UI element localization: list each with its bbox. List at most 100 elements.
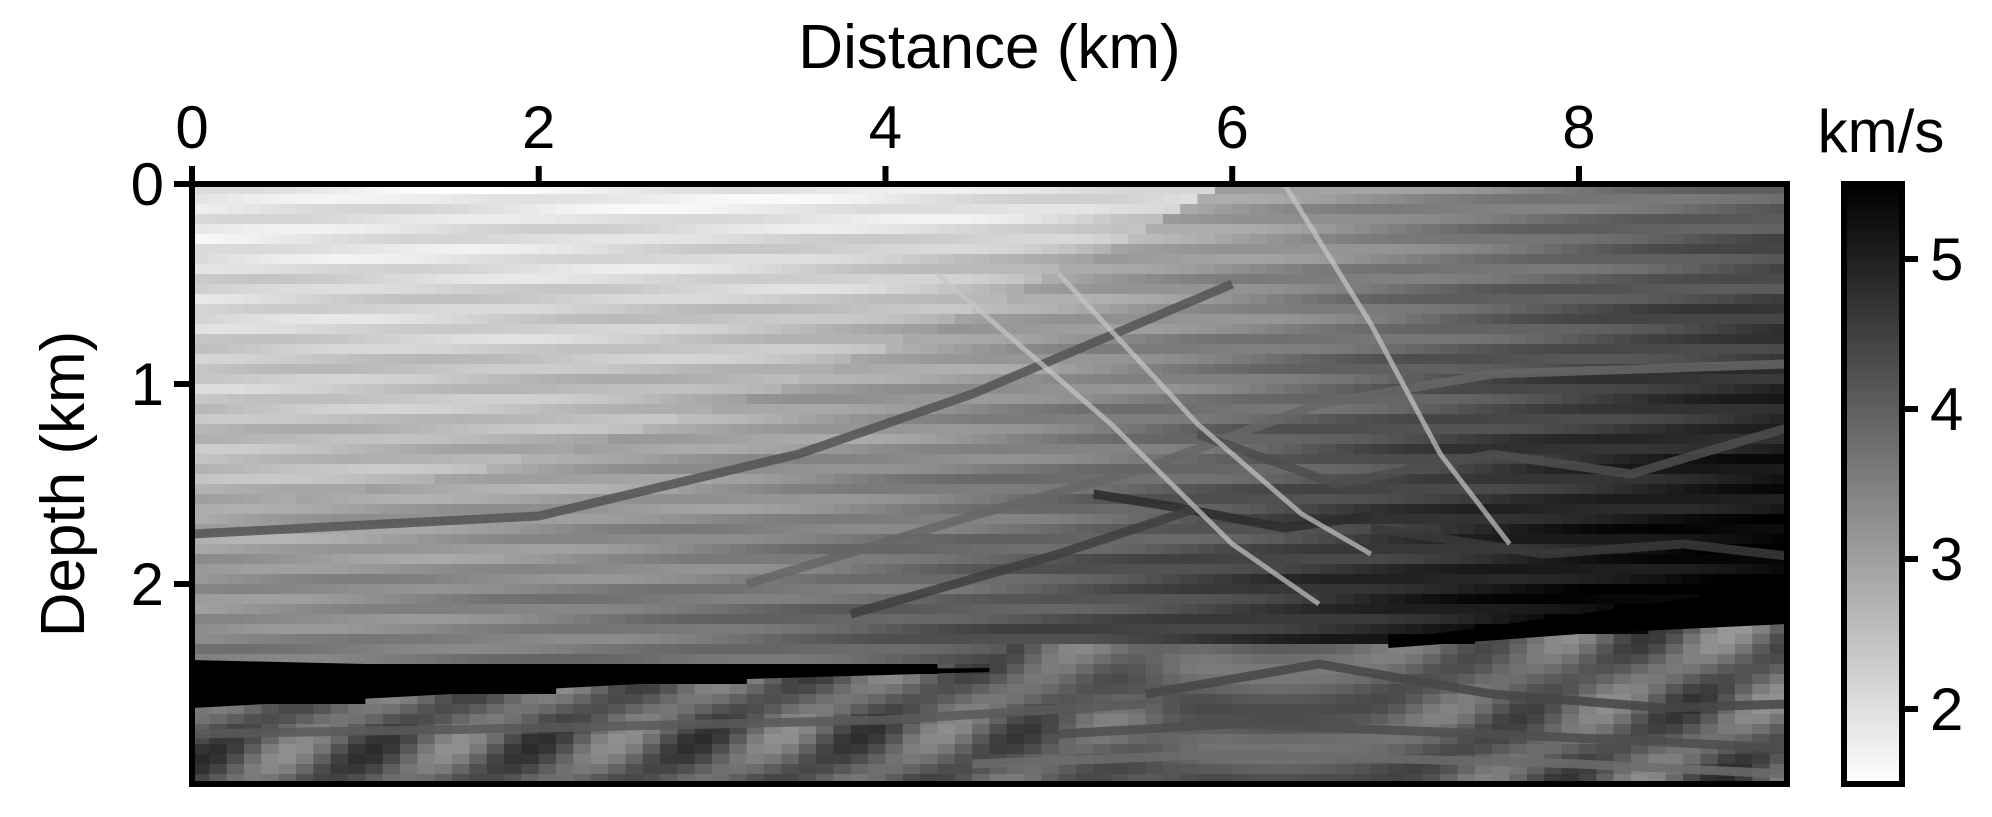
heatmap-cell xyxy=(1440,394,1459,405)
heatmap-cell xyxy=(1058,574,1077,585)
heatmap-cell xyxy=(972,334,991,345)
heatmap-cell xyxy=(660,544,679,555)
heatmap-cell xyxy=(1249,584,1268,595)
heatmap-cell xyxy=(192,324,211,335)
heatmap-cell xyxy=(1024,644,1043,655)
heatmap-cell xyxy=(590,534,609,545)
heatmap-cell xyxy=(1024,234,1043,245)
heatmap-cell xyxy=(868,284,887,295)
heatmap-cell xyxy=(452,324,471,335)
heatmap-cell xyxy=(1457,774,1476,784)
heatmap-cell xyxy=(954,684,973,695)
heatmap-cell xyxy=(902,634,921,645)
heatmap-cell xyxy=(1613,284,1632,295)
heatmap-cell xyxy=(1388,704,1407,715)
heatmap-cell xyxy=(1058,254,1077,265)
heatmap-cell xyxy=(1128,674,1147,685)
heatmap-cell xyxy=(434,424,453,435)
heatmap-cell xyxy=(1162,244,1181,255)
heatmap-cell xyxy=(486,394,505,405)
heatmap-cell xyxy=(1006,524,1025,535)
heatmap-cell xyxy=(850,644,869,655)
heatmap-cell xyxy=(972,354,991,365)
heatmap-cell xyxy=(694,614,713,625)
heatmap-cell xyxy=(764,674,783,685)
heatmap-cell xyxy=(573,204,592,215)
heatmap-cell xyxy=(1422,364,1441,375)
heatmap-cell xyxy=(677,244,696,255)
heatmap-cell xyxy=(694,334,713,345)
heatmap-cell xyxy=(1631,344,1650,355)
heatmap-cell xyxy=(1266,214,1285,225)
heatmap-cell xyxy=(400,654,419,665)
heatmap-cell xyxy=(1266,544,1285,555)
heatmap-cell xyxy=(729,634,748,645)
heatmap-cell xyxy=(1422,334,1441,345)
heatmap-cell xyxy=(1214,764,1233,775)
heatmap-cell xyxy=(1440,424,1459,435)
heatmap-cell xyxy=(1526,654,1545,665)
heatmap-cell xyxy=(1145,434,1164,445)
heatmap-cell xyxy=(1422,714,1441,725)
heatmap-cell xyxy=(1457,204,1476,215)
heatmap-cell xyxy=(989,404,1008,415)
heatmap-cell xyxy=(1370,424,1389,435)
heatmap-cell xyxy=(244,274,263,285)
heatmap-cell xyxy=(261,424,280,435)
heatmap-cell xyxy=(1197,394,1216,405)
heatmap-cell xyxy=(278,644,297,655)
heatmap-cell xyxy=(313,774,332,784)
heatmap-cell xyxy=(868,594,887,605)
heatmap-cell xyxy=(1180,274,1199,285)
heatmap-cell xyxy=(954,414,973,425)
heatmap-cell xyxy=(833,754,852,765)
heatmap-cell xyxy=(712,484,731,495)
heatmap-cell xyxy=(1180,764,1199,775)
heatmap-cell xyxy=(590,304,609,315)
heatmap-cell xyxy=(296,574,315,585)
heatmap-cell xyxy=(556,304,575,315)
heatmap-cell xyxy=(504,774,523,784)
heatmap-cell xyxy=(816,564,835,575)
heatmap-cell xyxy=(1405,294,1424,305)
heatmap-cell xyxy=(590,274,609,285)
heatmap-cell xyxy=(469,374,488,385)
heatmap-cell xyxy=(937,644,956,655)
heatmap-cell xyxy=(1284,334,1303,345)
heatmap-cell xyxy=(192,274,211,285)
heatmap-cell xyxy=(1301,204,1320,215)
heatmap-cell xyxy=(1145,594,1164,605)
heatmap-cell xyxy=(642,754,661,765)
heatmap-cell xyxy=(833,504,852,515)
heatmap-cell xyxy=(1041,494,1060,505)
heatmap-cell xyxy=(1284,264,1303,275)
heatmap-cell xyxy=(781,504,800,515)
heatmap-cell xyxy=(677,724,696,735)
heatmap-cell xyxy=(590,614,609,625)
heatmap-cell xyxy=(313,284,332,295)
heatmap-cell xyxy=(1180,384,1199,395)
heatmap-cell xyxy=(1249,574,1268,585)
heatmap-cell xyxy=(434,374,453,385)
heatmap-cell xyxy=(781,224,800,235)
heatmap-cell xyxy=(1544,194,1563,205)
heatmap-cell xyxy=(1370,344,1389,355)
heatmap-cell xyxy=(729,564,748,575)
heatmap-cell xyxy=(1544,394,1563,405)
heatmap-cell xyxy=(902,524,921,535)
heatmap-cell xyxy=(920,414,939,425)
heatmap-cell xyxy=(452,544,471,555)
heatmap-cell xyxy=(1128,324,1147,335)
heatmap-cell xyxy=(296,654,315,665)
heatmap-cell xyxy=(694,644,713,655)
heatmap-cell xyxy=(1214,464,1233,475)
heatmap-cell xyxy=(261,484,280,495)
heatmap-cell xyxy=(798,744,817,755)
heatmap-cell xyxy=(729,254,748,265)
heatmap-cell xyxy=(1579,564,1598,575)
heatmap-cell xyxy=(902,734,921,745)
heatmap-cell xyxy=(1301,534,1320,545)
heatmap-cell xyxy=(1492,474,1511,485)
heatmap-cell xyxy=(1596,354,1615,365)
heatmap-cell xyxy=(278,184,297,195)
